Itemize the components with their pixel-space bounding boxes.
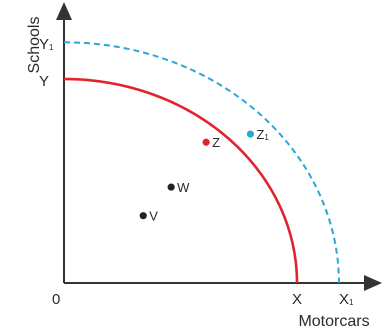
point-w-marker (167, 183, 175, 191)
y-intercept-label: Y (39, 73, 49, 90)
ppc-original-curve (63, 77, 299, 284)
point-w-label: W (177, 180, 190, 195)
point-z-marker (202, 138, 210, 146)
y1-intercept-label: Y1 (39, 36, 54, 53)
ppc-shifted-curve (63, 41, 340, 284)
point-z1-marker (246, 130, 254, 138)
origin-label: 0 (52, 291, 60, 308)
x-intercept-label: X (292, 291, 302, 308)
y-axis-title: Schools (26, 17, 43, 74)
point-z-label: Z (212, 135, 220, 150)
point-z1-label: Z1 (256, 127, 269, 142)
point-v-marker (139, 212, 147, 220)
x-axis-title: Motorcars (298, 313, 369, 330)
point-v-label: V (149, 209, 158, 224)
x1-intercept-label: X1 (339, 291, 354, 308)
